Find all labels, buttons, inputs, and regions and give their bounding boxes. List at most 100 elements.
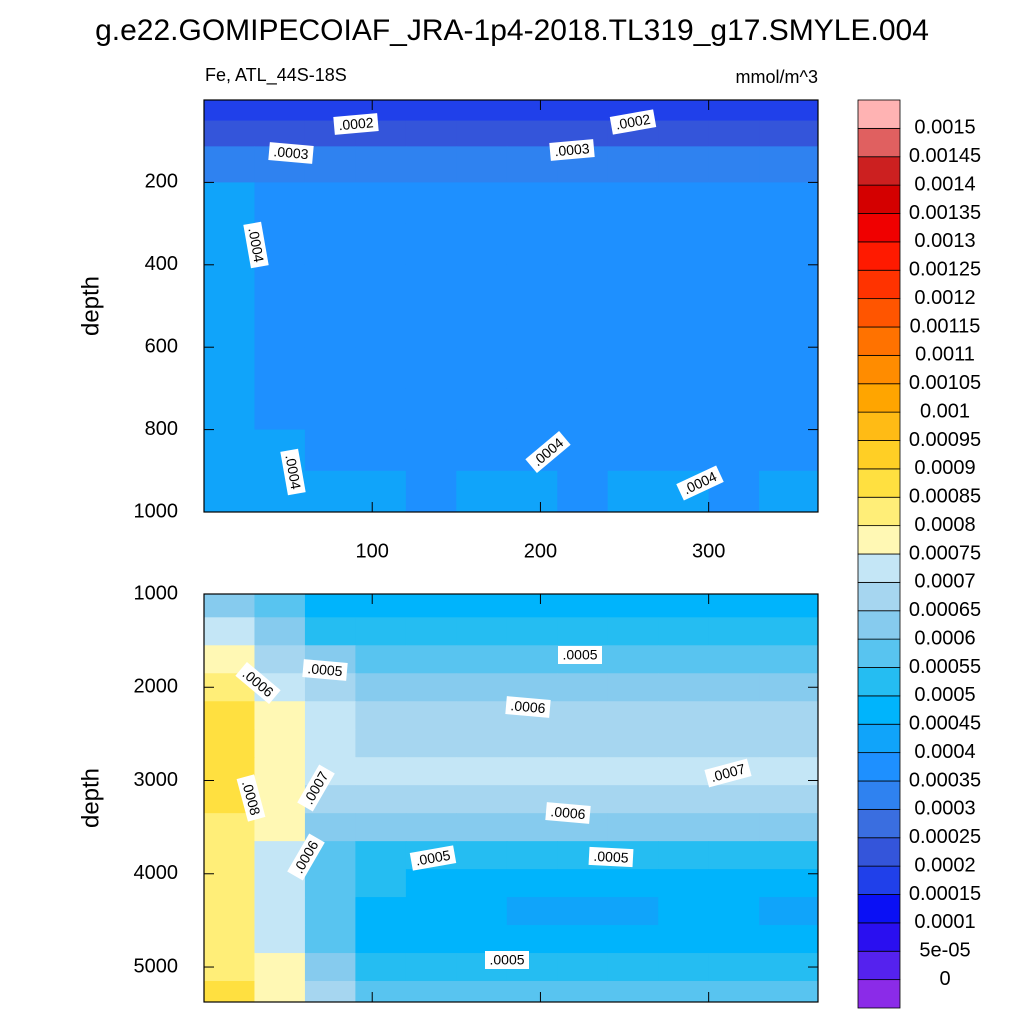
y-tick-label: 1000 [134, 500, 179, 522]
subtitle-left: Fe, ATL_44S-18S [205, 65, 347, 86]
colorbar-box [857, 411, 901, 441]
contour-cell [254, 925, 306, 954]
colorbar-box [857, 525, 901, 555]
contour-cell [405, 785, 457, 814]
y-tick-label: 400 [145, 253, 178, 275]
colorbar-box [857, 780, 901, 810]
contour-label: .0005 [409, 845, 457, 871]
contour-cell [759, 306, 819, 348]
contour-cell [204, 347, 255, 389]
colorbar-box [857, 950, 901, 981]
contour-cell [456, 981, 508, 1003]
contour-label: .0005 [485, 951, 529, 969]
colorbar-box [857, 496, 901, 527]
contour-cell [304, 729, 356, 758]
contour-cell [557, 869, 609, 898]
contour-cell [405, 120, 457, 147]
contour-cell [355, 429, 407, 472]
contour-cell [254, 757, 306, 786]
contour-label: .0003 [268, 142, 314, 164]
contour-cell [304, 701, 356, 730]
colorbar-box [857, 979, 901, 1009]
contour-cell [254, 100, 306, 122]
contour-cell [254, 264, 306, 307]
contour-cell [456, 813, 508, 842]
contour-cell [759, 981, 819, 1003]
colorbar-label: 0.0009 [914, 457, 975, 479]
colorbar-label: 0.0008 [914, 514, 975, 536]
contour-cell [456, 785, 508, 814]
contour-cell [355, 617, 407, 646]
y-tick-label: 4000 [134, 862, 179, 884]
colorbar-label: 0.00105 [909, 372, 981, 394]
contour-cell [607, 146, 659, 183]
contour-cell [355, 306, 407, 348]
contour-cell [607, 785, 659, 814]
colorbar-box [857, 99, 901, 129]
contour-label-box [485, 951, 529, 969]
contour-cell [355, 897, 407, 926]
contour-cell [204, 146, 255, 183]
contour-cell [204, 120, 255, 147]
contour-cell [204, 729, 255, 758]
contour-cell [658, 813, 710, 842]
contour-cell [607, 673, 659, 702]
contour-cell [759, 120, 819, 147]
contour-cell [304, 470, 356, 513]
colorbar-label: 0.0014 [914, 173, 975, 195]
colorbar-label: 5e-05 [919, 940, 970, 962]
contour-cell [506, 757, 558, 786]
contour-cell [607, 470, 659, 513]
contour-cell [557, 673, 609, 702]
contour-cell [204, 306, 255, 348]
contour-cell [607, 429, 659, 472]
contour-cell [607, 925, 659, 954]
contour-cell [204, 182, 255, 225]
contour-cell [405, 757, 457, 786]
x-tick-label: 100 [356, 540, 389, 562]
contour-cell [405, 925, 457, 954]
contour-cell [607, 645, 659, 674]
contour-label-box [545, 802, 591, 824]
contour-cell [405, 182, 457, 225]
contour-cell [607, 182, 659, 225]
contour-cell [557, 347, 609, 389]
contour-cell [658, 223, 710, 266]
chart-title: g.e22.GOMIPECOIAF_JRA-1p4-2018.TL319_g17… [95, 14, 929, 47]
contour-cell [456, 347, 508, 389]
contour-cell [557, 100, 609, 122]
contour-cell [658, 306, 710, 348]
contour-cell [254, 182, 306, 225]
contour-label-box [243, 221, 269, 269]
contour-cell [456, 645, 508, 674]
contour-cell [759, 429, 819, 472]
colorbar-box [857, 837, 901, 867]
contour-cell [759, 701, 819, 730]
contour-label: .0005 [302, 659, 348, 681]
contour-cell [456, 470, 508, 513]
contour-cell [658, 594, 710, 618]
contour-cell [708, 897, 760, 926]
contour-cell [759, 841, 819, 870]
colorbar-box [857, 213, 901, 243]
contour-cell [759, 347, 819, 389]
contour-cell [506, 264, 558, 307]
contour-cell [456, 925, 508, 954]
contour-label-box [588, 846, 634, 868]
contour-cell [204, 813, 255, 842]
contour-cell [304, 869, 356, 898]
contour-label-text: .0006 [510, 697, 547, 716]
colorbar-box [857, 269, 901, 300]
contour-cell [506, 146, 558, 183]
contour-cell [607, 897, 659, 926]
contour-label-box [280, 448, 306, 496]
contour-cell [557, 182, 609, 225]
contour-cell [708, 953, 760, 982]
contour-label-box [297, 764, 335, 812]
contour-cell [304, 925, 356, 954]
contour-cell [708, 813, 760, 842]
colorbar-box [857, 127, 901, 158]
y-tick-label: 2000 [134, 676, 179, 698]
contour-cell [708, 264, 760, 307]
contour-cell [557, 729, 609, 758]
